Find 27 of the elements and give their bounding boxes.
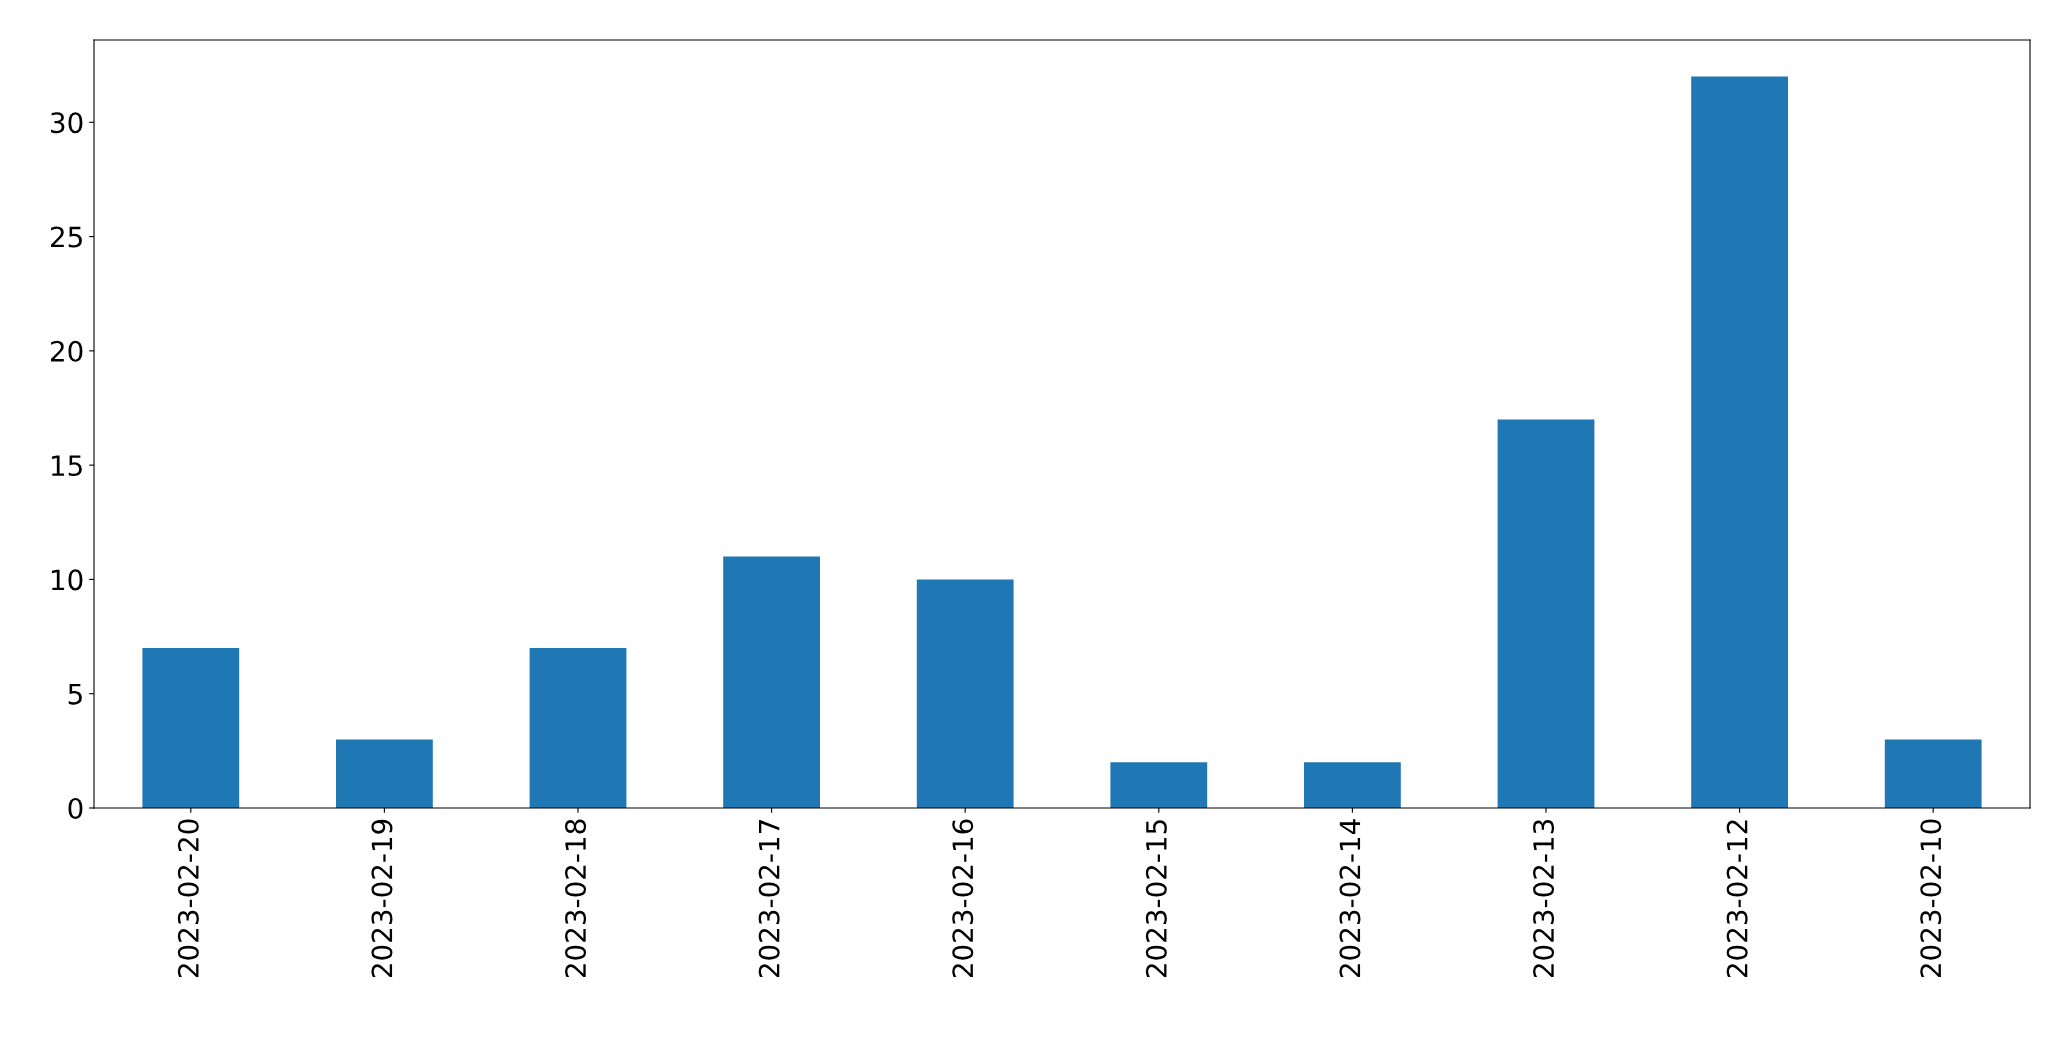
bar bbox=[142, 648, 240, 808]
x-tick-label: 2023-02-12 bbox=[1726, 820, 1748, 978]
x-tick-label: 2023-02-10 bbox=[1920, 819, 1942, 978]
y-tick-label: 15 bbox=[51, 455, 82, 477]
x-tick-label: 2023-02-13 bbox=[1533, 819, 1555, 978]
x-tick-label: 2023-02-18 bbox=[565, 819, 587, 978]
y-tick-label: 20 bbox=[50, 340, 83, 362]
x-tick-label: 2023-02-17 bbox=[758, 820, 780, 978]
y-tick-label: 5 bbox=[68, 684, 82, 705]
bar bbox=[1304, 762, 1401, 808]
x-tick-label: 2023-02-16 bbox=[952, 819, 974, 978]
y-tick-label: 10 bbox=[51, 569, 83, 591]
y-tick-label: 30 bbox=[51, 112, 83, 134]
x-tick-label: 2023-02-20 bbox=[177, 819, 199, 978]
bar bbox=[723, 556, 820, 808]
bar bbox=[1497, 419, 1595, 808]
bar bbox=[1884, 739, 1982, 808]
x-tick-label: 2023-02-14 bbox=[1339, 819, 1361, 978]
bar bbox=[336, 739, 433, 808]
bar bbox=[1110, 762, 1208, 808]
x-tick-label: 2023-02-19 bbox=[371, 819, 393, 978]
y-tick-label: 0 bbox=[68, 797, 83, 819]
bar bbox=[1691, 76, 1788, 808]
x-tick-label: 2023-02-15 bbox=[1145, 820, 1167, 978]
y-tick-label: 25 bbox=[50, 226, 82, 248]
bar bbox=[916, 579, 1014, 808]
bar bbox=[529, 648, 627, 808]
